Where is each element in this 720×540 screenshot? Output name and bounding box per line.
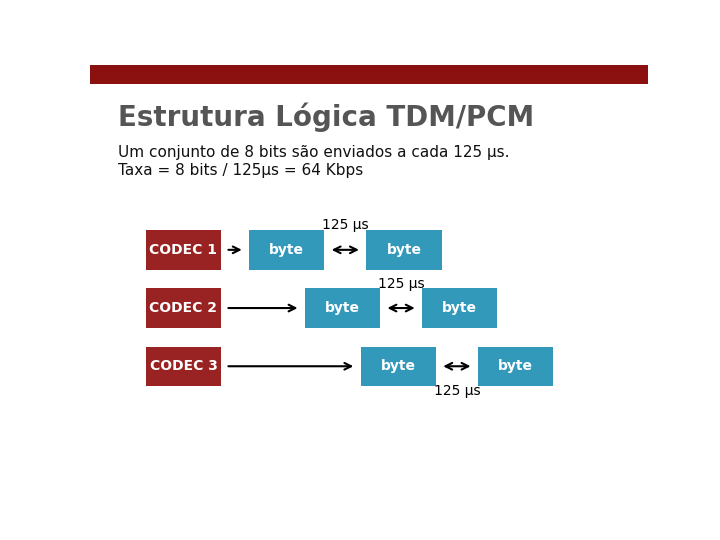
FancyBboxPatch shape (249, 230, 324, 269)
Text: 125 µs: 125 µs (322, 218, 369, 232)
Text: byte: byte (387, 243, 421, 257)
Text: Um conjunto de 8 bits são enviados a cada 125 µs.: Um conjunto de 8 bits são enviados a cad… (118, 145, 510, 160)
Text: byte: byte (381, 359, 415, 373)
Bar (90, 65, 648, 84)
Text: 125 µs: 125 µs (433, 384, 480, 398)
Text: byte: byte (498, 359, 533, 373)
FancyBboxPatch shape (145, 230, 221, 269)
Text: Taxa = 8 bits / 125µs = 64 Kbps: Taxa = 8 bits / 125µs = 64 Kbps (118, 163, 363, 178)
Text: Estrutura Lógica TDM/PCM: Estrutura Lógica TDM/PCM (118, 102, 534, 132)
FancyBboxPatch shape (361, 347, 436, 386)
FancyBboxPatch shape (422, 288, 498, 328)
Text: CODEC 1: CODEC 1 (150, 243, 217, 257)
Text: 125 µs: 125 µs (378, 276, 424, 291)
Text: CODEC 2: CODEC 2 (150, 301, 217, 315)
FancyBboxPatch shape (145, 347, 221, 386)
FancyBboxPatch shape (366, 230, 441, 269)
Text: byte: byte (269, 243, 304, 257)
Text: CODEC 3: CODEC 3 (150, 359, 217, 373)
FancyBboxPatch shape (145, 288, 221, 328)
FancyBboxPatch shape (478, 347, 553, 386)
Text: byte: byte (325, 301, 360, 315)
FancyBboxPatch shape (305, 288, 380, 328)
Text: byte: byte (442, 301, 477, 315)
